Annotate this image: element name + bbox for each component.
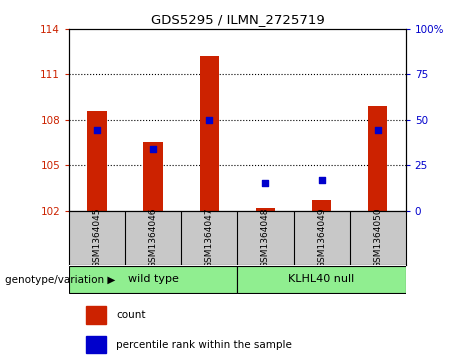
Text: GSM1364047: GSM1364047 [205, 208, 214, 268]
Point [318, 178, 325, 183]
Point [149, 146, 157, 151]
Text: GSM1364046: GSM1364046 [149, 208, 158, 268]
Bar [86, 306, 106, 323]
Text: KLHL40 null: KLHL40 null [289, 274, 355, 284]
Bar [312, 200, 331, 211]
Bar [143, 143, 163, 211]
Text: percentile rank within the sample: percentile rank within the sample [116, 339, 292, 350]
Text: wild type: wild type [128, 274, 179, 284]
Bar [368, 106, 387, 211]
Text: genotype/variation ▶: genotype/variation ▶ [5, 274, 115, 285]
Text: count: count [116, 310, 146, 320]
Point [206, 117, 213, 123]
Point [374, 127, 381, 133]
Text: GSM1364049: GSM1364049 [317, 208, 326, 268]
Bar [88, 111, 107, 211]
Text: GSM1364045: GSM1364045 [93, 208, 102, 268]
Point [262, 180, 269, 186]
Bar [69, 266, 237, 293]
Bar [200, 56, 219, 211]
Title: GDS5295 / ILMN_2725719: GDS5295 / ILMN_2725719 [151, 13, 324, 26]
Bar [86, 336, 106, 353]
Text: GSM1364048: GSM1364048 [261, 208, 270, 268]
Bar [237, 266, 406, 293]
Point [94, 127, 101, 133]
Bar [256, 208, 275, 211]
Text: GSM1364050: GSM1364050 [373, 207, 382, 268]
